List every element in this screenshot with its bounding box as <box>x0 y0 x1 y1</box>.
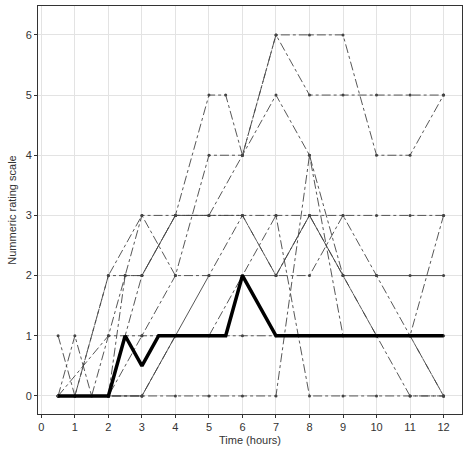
svg-text:3: 3 <box>26 209 32 221</box>
svg-text:4: 4 <box>172 421 178 433</box>
svg-text:8: 8 <box>306 421 312 433</box>
svg-text:0: 0 <box>26 390 32 402</box>
svg-text:9: 9 <box>340 421 346 433</box>
svg-text:6: 6 <box>26 29 32 41</box>
svg-text:10: 10 <box>370 421 382 433</box>
svg-text:4: 4 <box>26 149 32 161</box>
svg-text:1: 1 <box>72 421 78 433</box>
svg-text:Nummeric rating scale: Nummeric rating scale <box>6 155 18 264</box>
svg-text:1: 1 <box>26 330 32 342</box>
svg-text:7: 7 <box>273 421 279 433</box>
svg-text:3: 3 <box>139 421 145 433</box>
svg-text:Time (hours): Time (hours) <box>219 434 281 446</box>
svg-text:0: 0 <box>38 421 44 433</box>
svg-text:12: 12 <box>437 421 449 433</box>
svg-text:2: 2 <box>105 421 111 433</box>
svg-text:5: 5 <box>26 89 32 101</box>
svg-text:2: 2 <box>26 269 32 281</box>
svg-text:11: 11 <box>404 421 415 433</box>
svg-text:6: 6 <box>239 421 245 433</box>
svg-text:5: 5 <box>206 421 212 433</box>
